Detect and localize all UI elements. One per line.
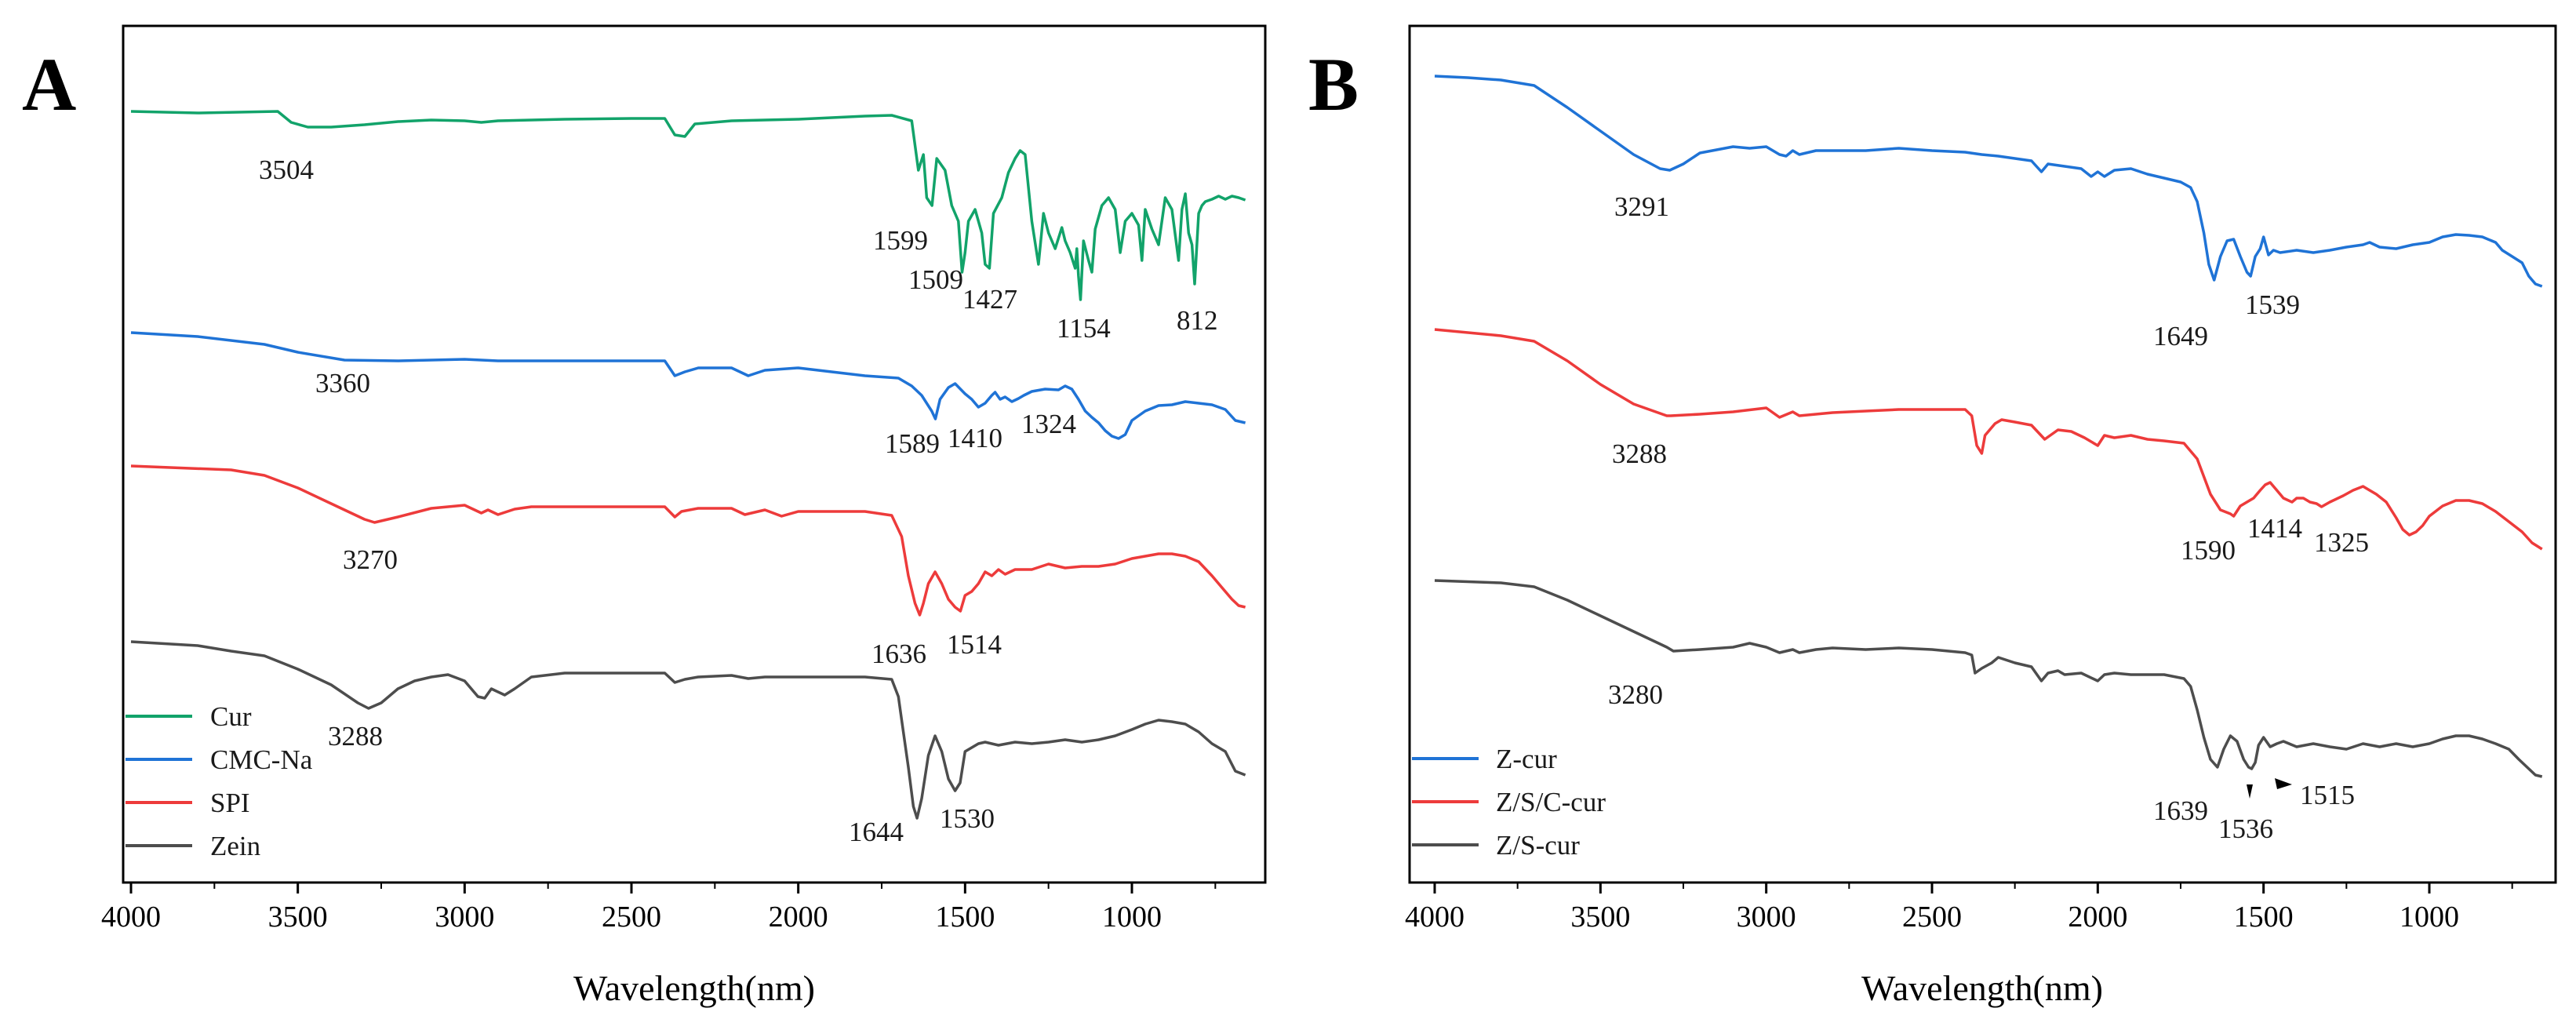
panel-a-series-lines [130, 110, 1246, 820]
panel-b-plot-frame [1408, 24, 2557, 884]
peak-label: 3288 [328, 721, 383, 752]
peak-label: 3270 [343, 544, 398, 575]
panel-a-legend: Cur CMC-Na SPI Zein [126, 701, 313, 861]
panel-b-series-lines [1434, 75, 2543, 778]
peak-label: 3360 [315, 368, 370, 399]
legend-label: SPI [210, 788, 250, 818]
peak-label: 1410 [948, 423, 1002, 453]
legend-label: Zein [210, 831, 260, 861]
peak-arrow-1515 [2275, 778, 2292, 789]
peak-label: 812 [1177, 305, 1218, 336]
x-tick-label: 1000 [2400, 901, 2459, 934]
series-line-z-s-c-cur [1434, 328, 2543, 551]
peak-label: 1530 [940, 803, 995, 834]
peak-label: 1636 [871, 639, 926, 669]
peak-label: 1536 [2218, 813, 2273, 844]
panel-b-letter: B [1308, 42, 1359, 126]
panel-a-plot-frame [122, 24, 1267, 884]
peak-label: 3288 [1612, 439, 1667, 469]
x-tick-label: 3500 [268, 901, 328, 934]
panel-a-letter: A [22, 42, 76, 126]
x-tick-label: 1500 [2234, 901, 2294, 934]
series-line-z-s-cur [1434, 579, 2543, 778]
peak-label: 1599 [873, 225, 928, 256]
legend-label: Z/S/C-cur [1496, 787, 1606, 817]
peak-label: 1590 [2181, 535, 2236, 566]
peak-label: 1324 [1021, 409, 1076, 439]
x-tick-label: 2500 [1902, 901, 1962, 934]
peak-label: 1427 [962, 284, 1017, 315]
x-tick-label: 2000 [2068, 901, 2127, 934]
peak-label: 3280 [1608, 679, 1663, 710]
peak-label: 1414 [2247, 513, 2302, 544]
peak-label: 1649 [2153, 321, 2208, 351]
peak-label: 1644 [849, 817, 904, 847]
panel-b-x-ticks: 4000 3500 3000 2500 2000 1500 1000 [1405, 883, 2513, 934]
panel-b: B 4000 3500 3000 2500 2000 1500 1000 Wavelengt… [1308, 24, 2557, 1008]
peak-label: 1639 [2153, 795, 2208, 826]
peak-label: 1515 [2300, 780, 2355, 810]
peak-label: 1539 [2245, 289, 2300, 320]
x-tick-label: 3000 [1737, 901, 1796, 934]
x-tick-label: 4000 [1405, 901, 1464, 934]
peak-label: 1589 [885, 428, 940, 459]
peak-label: 3291 [1614, 191, 1669, 222]
peak-label: 1154 [1057, 313, 1111, 344]
legend-label: Z/S-cur [1496, 830, 1580, 861]
legend-label: CMC-Na [210, 744, 313, 775]
panel-a: A 4000 3500 3000 2500 2000 1500 1000 Wavelengt… [22, 24, 1267, 1008]
panel-a-x-axis-title: Wavelength(nm) [573, 968, 815, 1008]
x-tick-label: 1500 [935, 901, 995, 934]
panel-b-legend: Z-cur Z/S/C-cur Z/S-cur [1412, 744, 1606, 861]
panel-b-x-axis-title: Wavelength(nm) [1861, 968, 2103, 1008]
x-tick-label: 1000 [1102, 901, 1162, 934]
series-line-cur [130, 110, 1246, 301]
x-tick-label: 3500 [1570, 901, 1630, 934]
peak-label: 3504 [259, 155, 314, 185]
peak-arrow-1536 [2247, 784, 2253, 799]
x-tick-label: 2000 [769, 901, 828, 934]
series-line-cmc-na [130, 331, 1246, 440]
peak-label: 1325 [2314, 527, 2369, 558]
panel-a-x-ticks: 4000 3500 3000 2500 2000 1500 1000 [101, 883, 1217, 934]
x-tick-label: 2500 [602, 901, 661, 934]
x-tick-label: 4000 [101, 901, 161, 934]
series-line-zein [130, 640, 1246, 820]
legend-label: Cur [210, 701, 252, 732]
peak-label: 1509 [908, 264, 963, 295]
legend-label: Z-cur [1496, 744, 1557, 774]
x-tick-label: 3000 [435, 901, 494, 934]
series-line-spi [130, 464, 1246, 617]
peak-label: 1514 [947, 629, 1002, 660]
series-line-z-cur [1434, 75, 2543, 288]
